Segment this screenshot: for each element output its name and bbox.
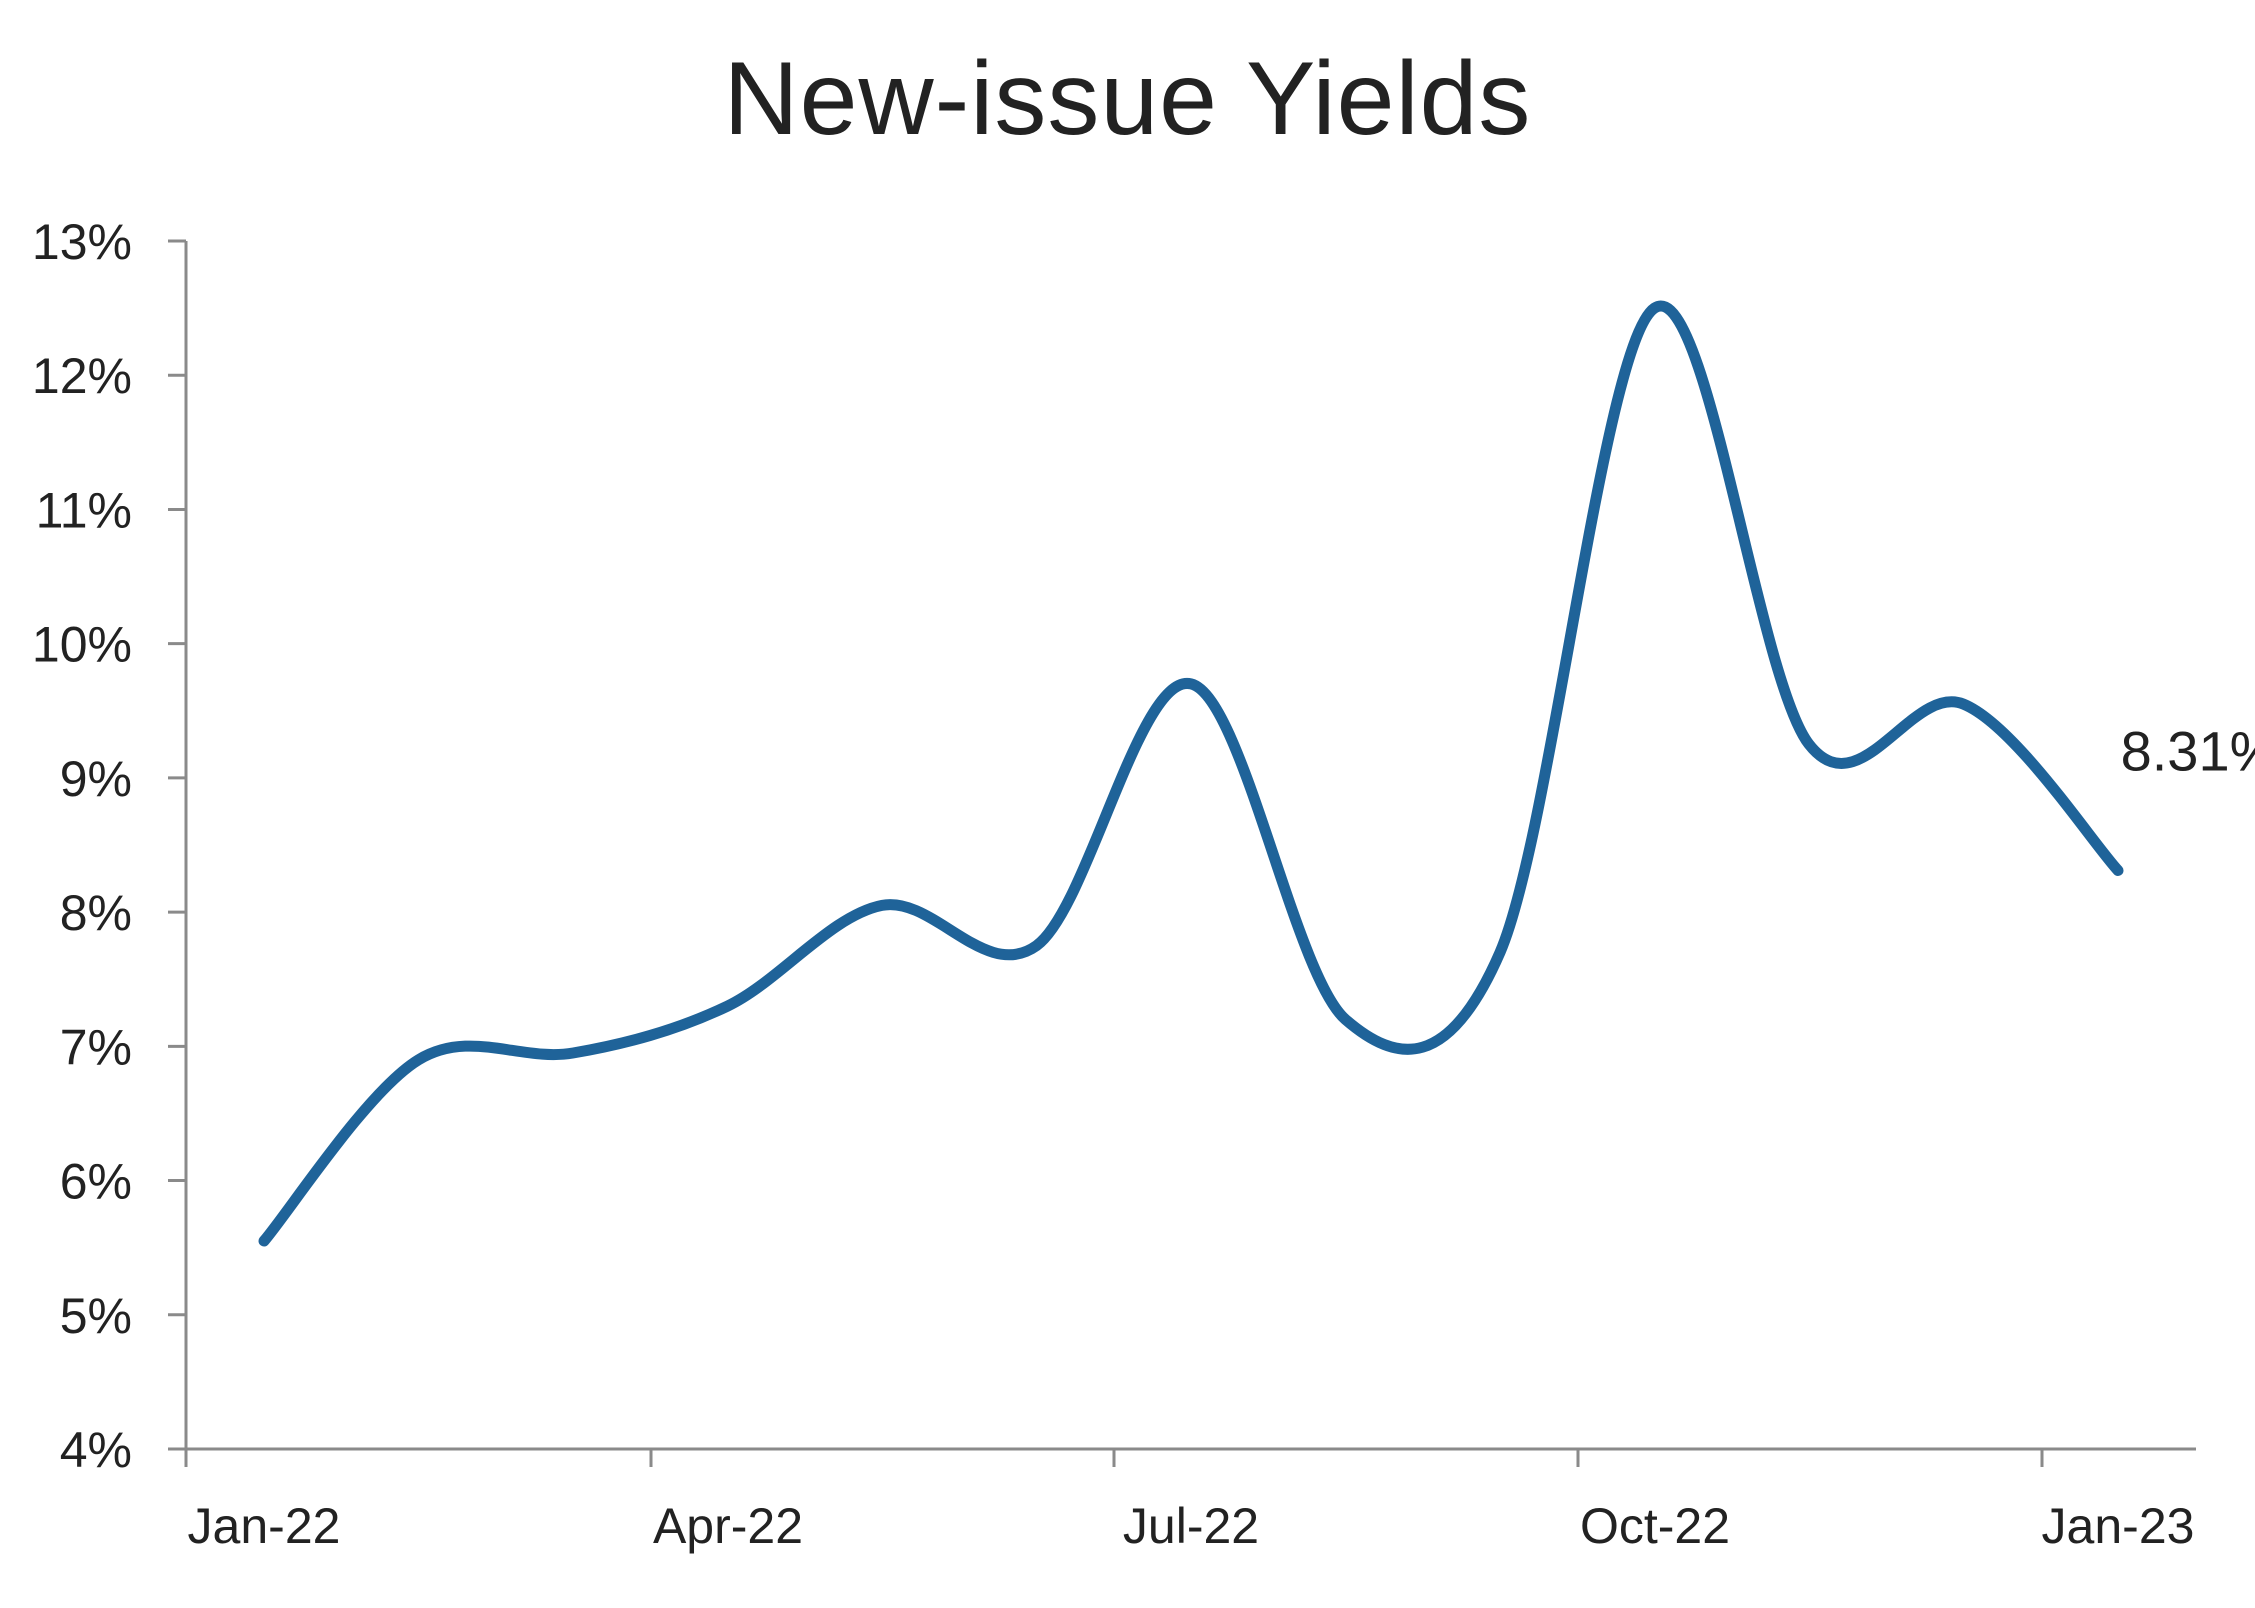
y-tick-label: 12% [32, 348, 132, 404]
x-axis-ticks: Jan-22 Apr-22 Jul-22 Oct-22 Jan-23 [184, 1449, 2195, 1554]
y-tick-label: 7% [60, 1019, 132, 1075]
y-tick-label: 9% [60, 751, 132, 807]
x-tick-label: Jan-23 [2042, 1498, 2195, 1554]
x-tick-label: Jan-22 [188, 1498, 341, 1554]
x-tick-label: Apr-22 [653, 1498, 803, 1554]
y-axis-ticks: 4% 5% 6% 7% 8% 9% 10% 11% 12% 13% [32, 214, 186, 1478]
y-tick-label: 11% [36, 482, 132, 538]
y-tick-label: 4% [60, 1422, 132, 1478]
y-tick-label: 13% [32, 214, 132, 270]
y-tick-label: 6% [60, 1154, 132, 1210]
y-tick-label: 10% [32, 617, 132, 673]
axes [168, 241, 2196, 1451]
annotations: 8.31% [2121, 720, 2255, 783]
y-tick-label: 5% [60, 1288, 132, 1344]
series-line [258, 300, 2124, 1247]
series-group [258, 300, 2124, 1247]
x-tick-label: Jul-22 [1123, 1498, 1259, 1554]
end-value-label: 8.31% [2121, 720, 2255, 783]
x-tick-label: Oct-22 [1580, 1498, 1730, 1554]
chart-title: New-issue Yields [723, 41, 1532, 157]
y-tick-label: 8% [60, 885, 132, 941]
